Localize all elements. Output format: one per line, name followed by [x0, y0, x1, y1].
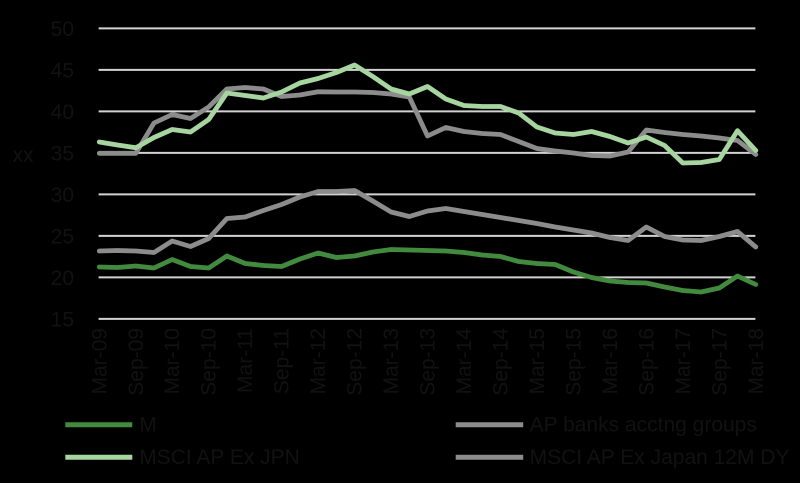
svg-text:Sep-17: Sep-17	[708, 328, 731, 396]
svg-text:Sep-16: Sep-16	[635, 328, 658, 396]
svg-text:25: 25	[51, 225, 74, 248]
svg-text:40: 40	[51, 101, 74, 124]
svg-text:35: 35	[51, 142, 74, 165]
svg-text:Mar-10: Mar-10	[161, 328, 184, 395]
svg-text:Sep-15: Sep-15	[562, 328, 585, 396]
svg-text:M: M	[139, 414, 157, 437]
svg-text:MSCI AP Ex JPN: MSCI AP Ex JPN	[139, 446, 300, 469]
svg-text:15: 15	[51, 308, 74, 331]
svg-text:45: 45	[51, 59, 74, 82]
svg-text:Sep-09: Sep-09	[125, 328, 148, 396]
svg-text:MSCI AP Ex Japan 12M DY: MSCI AP Ex Japan 12M DY	[530, 446, 790, 469]
svg-text:50: 50	[51, 18, 74, 41]
svg-text:Sep-11: Sep-11	[271, 328, 294, 394]
svg-text:Sep-12: Sep-12	[344, 328, 367, 396]
svg-text:Mar-09: Mar-09	[88, 328, 111, 395]
svg-text:30: 30	[51, 184, 74, 207]
svg-text:AP banks acctng groups: AP banks acctng groups	[530, 414, 757, 437]
svg-text:Mar-15: Mar-15	[526, 328, 549, 395]
svg-text:Sep-14: Sep-14	[490, 328, 513, 396]
svg-text:Mar-12: Mar-12	[307, 328, 330, 395]
svg-text:Mar-16: Mar-16	[599, 328, 622, 395]
svg-text:Mar-11: Mar-11	[234, 328, 257, 393]
svg-text:20: 20	[51, 267, 74, 290]
svg-text:xx: xx	[13, 144, 35, 167]
svg-text:Mar-17: Mar-17	[672, 328, 695, 395]
svg-text:Sep-13: Sep-13	[417, 328, 440, 396]
svg-text:Sep-10: Sep-10	[198, 328, 221, 396]
svg-text:Mar-13: Mar-13	[380, 328, 403, 395]
svg-text:Mar-18: Mar-18	[745, 328, 768, 395]
svg-text:Mar-14: Mar-14	[453, 328, 476, 395]
